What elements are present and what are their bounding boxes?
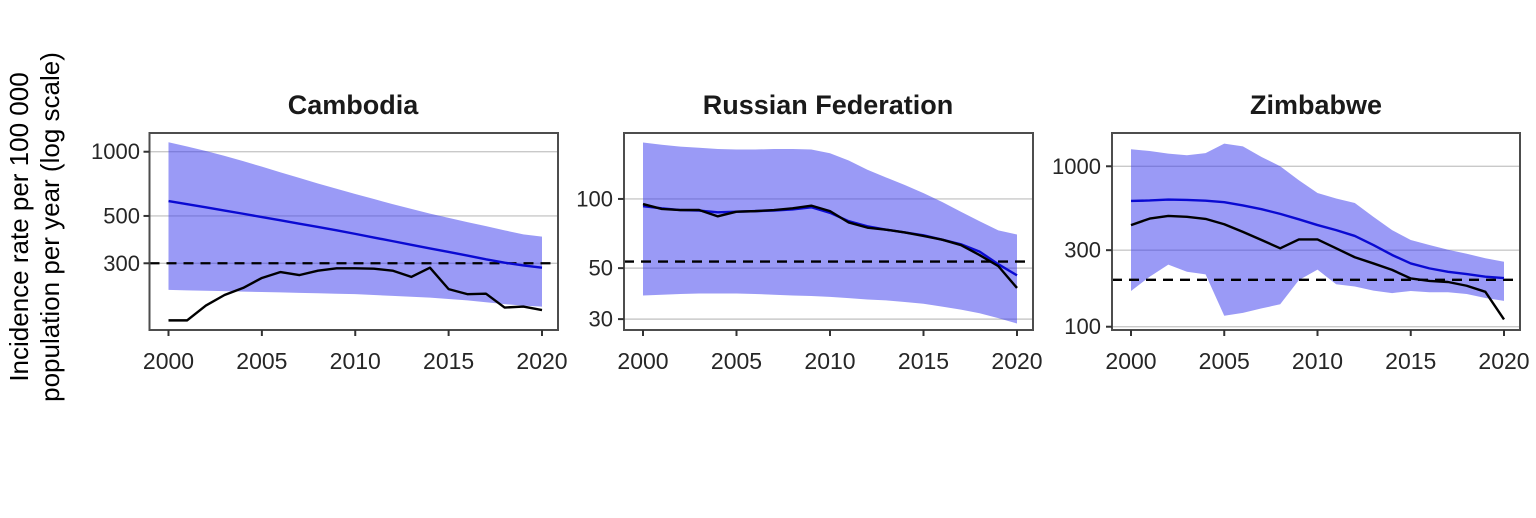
- x-axis-tick-label: 2005: [711, 348, 762, 374]
- uncertainty-band: [643, 142, 1017, 324]
- y-axis-tick-label: 500: [103, 203, 140, 228]
- panel-border: [1111, 132, 1521, 331]
- facet-title-zimbabwe: Zimbabwe: [1249, 90, 1383, 120]
- x-axis-tick-label: 2015: [1385, 348, 1436, 374]
- x-axis-tick-label: 2005: [236, 348, 287, 374]
- notified-cases-line: [1130, 214, 1505, 321]
- x-axis-tick-label: 2010: [330, 348, 381, 374]
- facet-title-cambodia: Cambodia: [287, 90, 419, 120]
- x-axis-tick-label: 2020: [1478, 348, 1529, 374]
- uncertainty-band: [168, 142, 542, 307]
- facet-title-russian-federation: Russian Federation: [702, 90, 954, 120]
- x-axis-tick-label: 2010: [1292, 348, 1343, 374]
- estimated-incidence-line: [1130, 198, 1505, 280]
- uncertainty-band: [1131, 143, 1504, 316]
- estimated-incidence-line: [168, 199, 543, 269]
- x-axis-tick-label: 2000: [143, 348, 194, 374]
- x-axis-tick-label: 2015: [423, 348, 474, 374]
- panel-border: [148, 132, 559, 331]
- x-axis-tick-label: 2000: [1105, 348, 1156, 374]
- y-axis-tick-label: 1000: [91, 139, 140, 164]
- y-axis-tick-label: 100: [576, 186, 613, 211]
- x-axis-tick-label: 2015: [898, 348, 949, 374]
- x-axis-tick-label: 2000: [617, 348, 668, 374]
- x-axis-tick-label: 2010: [804, 348, 855, 374]
- facet-cambodia: 1000 500 300 2000 2005 2010 2015 2020: [91, 132, 568, 374]
- notified-cases-line: [642, 202, 1018, 289]
- x-axis-tick-label: 2020: [991, 348, 1042, 374]
- y-axis-tick-label: 100: [1064, 314, 1101, 339]
- notified-cases-line: [168, 266, 543, 322]
- x-axis-tick-label: 2005: [1199, 348, 1250, 374]
- y-axis-tick-label: 50: [589, 256, 613, 281]
- y-axis-tick-label: 1000: [1052, 154, 1101, 179]
- panel-border: [623, 132, 1034, 331]
- y-axis-tick-label: 300: [1064, 238, 1101, 263]
- y-axis-tick-label: 300: [103, 251, 140, 276]
- x-axis-tick-label: 2020: [516, 348, 567, 374]
- y-axis-tick-label: 30: [589, 307, 613, 332]
